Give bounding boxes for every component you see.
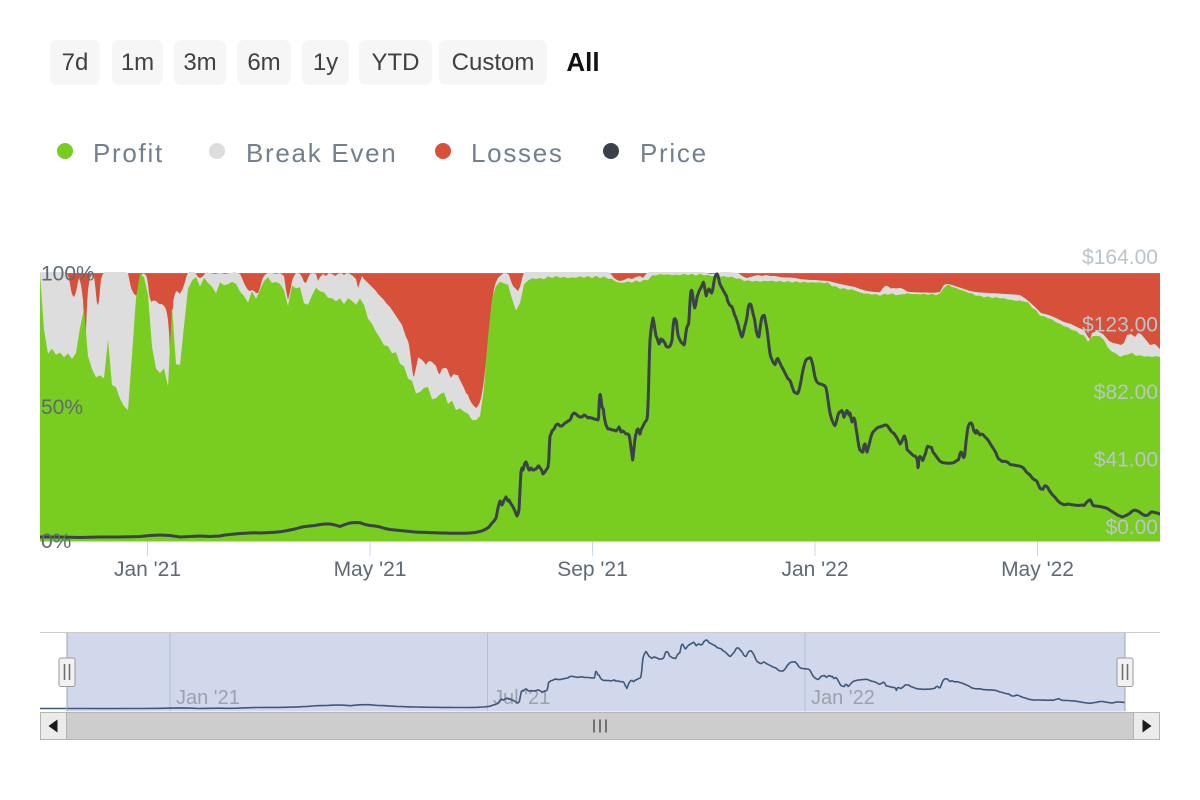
svg-text:May '22: May '22 (1001, 558, 1074, 581)
svg-text:May '21: May '21 (334, 558, 407, 581)
svg-text:Jan '22: Jan '22 (811, 687, 875, 709)
svg-text:Jul '21: Jul '21 (493, 687, 550, 709)
svg-text:Jan '21: Jan '21 (176, 687, 240, 709)
svg-text:Sep '21: Sep '21 (557, 558, 628, 581)
svg-text:Jan '21: Jan '21 (114, 558, 181, 581)
svg-text:100%: 100% (41, 263, 95, 286)
svg-text:$123.00: $123.00 (1082, 314, 1158, 337)
svg-text:$82.00: $82.00 (1094, 381, 1158, 404)
svg-text:$41.00: $41.00 (1094, 449, 1158, 472)
svg-text:$0.00: $0.00 (1105, 516, 1158, 539)
svg-text:50%: 50% (41, 396, 83, 419)
svg-text:$164.00: $164.00 (1082, 246, 1158, 269)
svg-text:0%: 0% (41, 530, 71, 553)
svg-text:Jan '22: Jan '22 (781, 558, 848, 581)
